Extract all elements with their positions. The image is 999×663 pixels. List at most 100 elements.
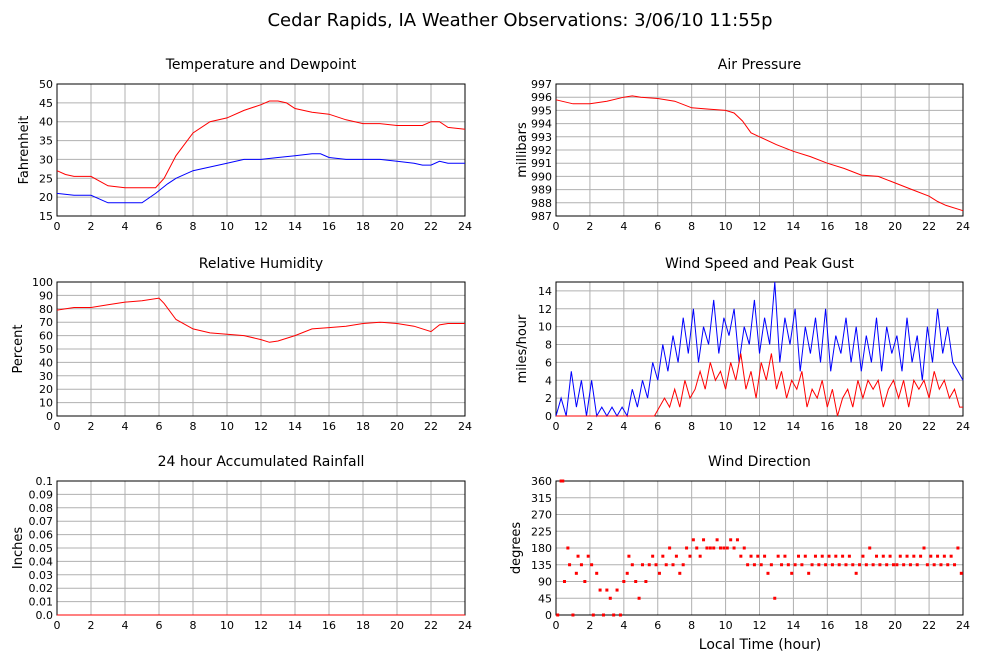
y-tick-label: 0.01 xyxy=(29,596,54,609)
data-point xyxy=(881,554,885,558)
x-tick-label: 4 xyxy=(620,420,627,433)
data-point xyxy=(746,563,750,567)
y-tick-label: 4 xyxy=(545,374,552,387)
x-tick-label: 24 xyxy=(956,220,970,233)
x-tick-label: 12 xyxy=(753,619,767,632)
y-tick-label: 50 xyxy=(39,78,53,91)
data-point xyxy=(583,580,587,583)
data-point xyxy=(698,554,702,558)
series-line-0 xyxy=(555,281,964,418)
y-axis-label: Inches xyxy=(11,527,26,569)
plot-frame xyxy=(56,281,466,417)
x-tick-label: 0 xyxy=(54,619,61,632)
y-tick-label: 0.02 xyxy=(29,582,54,595)
x-tick-label: 20 xyxy=(888,619,902,632)
data-point xyxy=(936,554,940,558)
x-tick-label: 6 xyxy=(654,619,661,632)
data-point xyxy=(685,546,689,550)
y-tick-label: 45 xyxy=(538,592,552,605)
y-tick-label: 8 xyxy=(545,339,552,352)
data-point xyxy=(756,554,760,558)
data-point xyxy=(854,571,858,575)
x-tick-label: 12 xyxy=(753,220,767,233)
y-axis-label: degrees xyxy=(509,522,524,575)
data-point xyxy=(725,546,729,550)
plot-frame xyxy=(555,83,964,217)
data-point xyxy=(605,588,609,592)
data-point xyxy=(561,479,565,483)
x-tick-label: 14 xyxy=(288,619,302,632)
data-point xyxy=(956,546,960,550)
x-tick-label: 8 xyxy=(688,619,695,632)
x-tick-label: 22 xyxy=(424,220,438,233)
data-point xyxy=(668,546,672,550)
x-tick-label: 0 xyxy=(54,420,61,433)
data-point xyxy=(722,546,726,550)
y-tick-label: 360 xyxy=(531,475,552,488)
data-point xyxy=(885,563,889,567)
x-tick-label: 6 xyxy=(156,220,163,233)
x-tick-label: 2 xyxy=(586,619,593,632)
x-tick-label: 4 xyxy=(122,619,129,632)
data-point xyxy=(820,554,824,558)
chart-title: Wind Direction xyxy=(708,454,811,470)
data-point xyxy=(671,563,675,567)
data-point xyxy=(766,571,770,575)
y-tick-label: 0.07 xyxy=(29,515,54,528)
x-tick-label: 18 xyxy=(356,220,370,233)
x-tick-label: 18 xyxy=(356,420,370,433)
y-tick-label: 0.0 xyxy=(36,609,54,622)
x-tick-label: 20 xyxy=(888,420,902,433)
data-point xyxy=(634,580,638,583)
x-tick-label: 8 xyxy=(688,420,695,433)
x-tick-label: 22 xyxy=(424,619,438,632)
x-tick-label: 8 xyxy=(190,420,197,433)
y-tick-label: 0.04 xyxy=(29,555,54,568)
y-tick-label: 100 xyxy=(32,276,53,289)
data-point xyxy=(615,588,619,592)
y-tick-label: 993 xyxy=(531,131,552,144)
series-line-0 xyxy=(56,297,465,343)
data-point xyxy=(905,554,909,558)
y-tick-label: 0.1 xyxy=(36,475,54,488)
data-point xyxy=(939,563,943,567)
data-point xyxy=(827,554,831,558)
x-tick-label: 0 xyxy=(553,420,560,433)
x-tick-label: 24 xyxy=(956,619,970,632)
x-tick-label: 2 xyxy=(88,619,95,632)
x-tick-label: 22 xyxy=(922,420,936,433)
data-point xyxy=(922,546,926,550)
data-point xyxy=(824,563,828,567)
data-point xyxy=(817,563,821,567)
x-tick-label: 2 xyxy=(88,420,95,433)
data-point xyxy=(875,554,879,558)
chart-title: Wind Speed and Peak Gust xyxy=(665,256,854,272)
data-point xyxy=(949,554,953,558)
x-tick-label: 20 xyxy=(390,220,404,233)
y-tick-label: 60 xyxy=(39,330,53,343)
data-point xyxy=(739,554,743,558)
y-tick-label: 2 xyxy=(545,392,552,405)
y-axis-label: Fahrenheit xyxy=(17,116,32,185)
y-tick-label: 30 xyxy=(39,370,53,383)
data-point xyxy=(598,588,602,592)
data-point xyxy=(661,554,665,558)
data-point xyxy=(705,546,709,550)
x-tick-label: 2 xyxy=(586,420,593,433)
y-tick-label: 995 xyxy=(531,104,552,117)
x-tick-label: 24 xyxy=(458,619,472,632)
y-tick-label: 989 xyxy=(531,184,552,197)
data-point xyxy=(800,563,804,567)
data-point xyxy=(932,563,936,567)
chart-title: Air Pressure xyxy=(718,57,801,73)
data-point xyxy=(807,571,811,575)
y-tick-label: 180 xyxy=(531,542,552,555)
y-tick-label: 0.05 xyxy=(29,542,54,555)
x-tick-label: 10 xyxy=(220,420,234,433)
y-tick-label: 0.03 xyxy=(29,569,54,582)
x-tick-label: 8 xyxy=(190,220,197,233)
x-tick-label: 14 xyxy=(288,420,302,433)
